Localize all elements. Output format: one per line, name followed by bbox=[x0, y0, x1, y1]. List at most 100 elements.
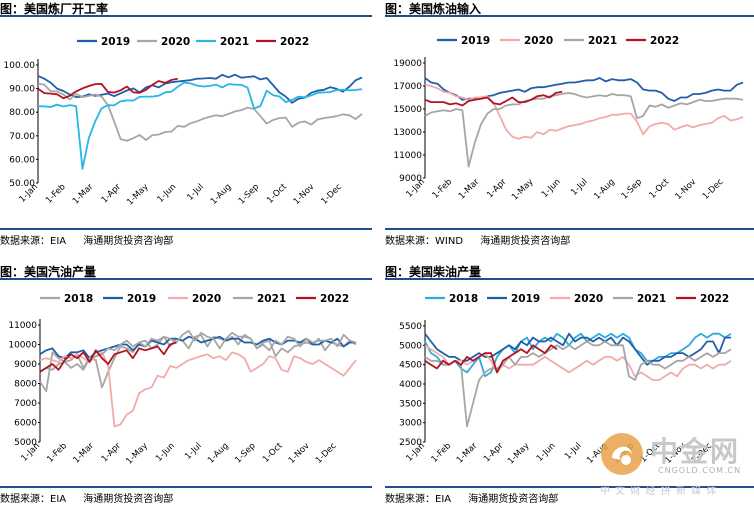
x-tick-label: 1-Aug bbox=[209, 182, 234, 207]
x-tick-label: 1-Mar bbox=[457, 177, 482, 202]
legend-label: 2020 bbox=[524, 35, 553, 47]
y-tick-label: 17000 bbox=[393, 82, 422, 92]
x-tick-label: 1-Jul bbox=[563, 441, 584, 462]
legend-label: 2022 bbox=[280, 36, 309, 48]
legend-label: 2022 bbox=[320, 293, 349, 305]
y-tick-label: 70.00 bbox=[9, 132, 35, 142]
x-tick-label: 1-Nov bbox=[287, 441, 312, 466]
legend-label: 2021 bbox=[637, 293, 666, 305]
source-note: 数据来源：EIA 海通期货投资咨询部 bbox=[0, 232, 187, 247]
x-tick-label: 1-Feb bbox=[44, 182, 68, 206]
legend-label: 2021 bbox=[257, 293, 286, 305]
series-line-2021 bbox=[38, 81, 363, 170]
y-tick-label: 7000 bbox=[14, 399, 37, 409]
company-label: 海通期货投资咨询部 bbox=[480, 236, 571, 247]
x-tick-label: 1-Oct bbox=[265, 182, 289, 206]
x-tick-label: 1-May bbox=[510, 177, 536, 203]
x-tick-label: 1-Jul bbox=[569, 177, 590, 198]
series-line-2021 bbox=[424, 92, 744, 168]
watermark-logo-icon bbox=[601, 433, 643, 475]
y-tick-label: 9000 bbox=[14, 360, 37, 370]
x-tick-label: 1-Apr bbox=[100, 182, 124, 206]
x-tick-label: 1-Dec bbox=[701, 177, 726, 202]
legend-label: 2022 bbox=[700, 293, 729, 305]
series-line-2020 bbox=[37, 82, 363, 142]
y-tick-label: 60.00 bbox=[9, 155, 35, 165]
legend: 2018 2019 2020 2021 2022 bbox=[425, 293, 729, 305]
x-tick-label: 1-Dec bbox=[314, 441, 339, 466]
source-rule bbox=[0, 486, 372, 488]
x-tick-label: 1-Sep bbox=[237, 182, 261, 206]
x-tick-label: 1-Aug bbox=[206, 441, 231, 466]
legend-label: 2020 bbox=[574, 293, 603, 305]
y-tick-label: 4500 bbox=[399, 361, 422, 371]
y-tick-label: 9000 bbox=[399, 174, 422, 184]
legend-label: 2021 bbox=[588, 35, 617, 47]
x-tick-label: 1-Jul bbox=[183, 441, 204, 462]
x-tick-label: 1-Aug bbox=[592, 177, 617, 202]
y-tick-label: 5500 bbox=[399, 322, 422, 332]
x-tick-label: 1-Nov bbox=[292, 182, 317, 207]
x-tick-label: 1-Jun bbox=[535, 441, 558, 464]
series-line-2020 bbox=[39, 351, 357, 428]
x-tick-label: 1-Oct bbox=[261, 441, 285, 465]
y-tick-label: 100.00 bbox=[4, 61, 36, 71]
x-tick-label: 1-Feb bbox=[431, 177, 455, 201]
x-tick-label: 1-Jun bbox=[154, 441, 177, 464]
source-note: 数据来源：EIA 海通期货投资咨询部 bbox=[385, 490, 572, 505]
watermark-name: 中金网 bbox=[650, 435, 741, 468]
y-tick-label: 11000 bbox=[8, 321, 37, 331]
y-tick-label: 15000 bbox=[393, 105, 422, 115]
series-line-2019 bbox=[37, 73, 363, 104]
source-rule bbox=[0, 228, 372, 230]
x-tick-label: 1-Mar bbox=[72, 441, 97, 466]
y-tick-label: 3000 bbox=[399, 419, 422, 429]
watermark-domain: CNGOLD.COM.CN bbox=[658, 466, 742, 475]
y-tick-label: 80.00 bbox=[9, 108, 35, 118]
x-tick-label: 1-Apr bbox=[485, 177, 509, 201]
series-line-2020 bbox=[424, 344, 732, 381]
legend-label: 2018 bbox=[64, 293, 93, 305]
watermark: 中金网 CNGOLD.COM.CN 中 文 财 经 拼 新 媒 体 bbox=[598, 428, 750, 503]
y-tick-label: 5000 bbox=[14, 438, 37, 448]
x-tick-label: 1-Oct bbox=[648, 177, 672, 201]
source-label: 数据来源：EIA bbox=[0, 236, 67, 247]
y-tick-label: 2500 bbox=[399, 438, 422, 448]
chart-title: 图：美国炼油输入 bbox=[385, 2, 482, 16]
y-tick-label: 90.00 bbox=[9, 85, 35, 95]
y-tick-label: 8000 bbox=[14, 380, 37, 390]
source-label: 数据来源：EIA bbox=[385, 494, 452, 505]
watermark-slogan: 中 文 财 经 拼 新 媒 体 bbox=[600, 486, 718, 497]
x-tick-label: 1-Apr bbox=[482, 441, 506, 465]
legend-label: 2019 bbox=[511, 293, 540, 305]
x-tick-label: 1-Feb bbox=[430, 441, 454, 465]
legend-label: 2018 bbox=[449, 293, 478, 305]
y-tick-label: 19000 bbox=[393, 59, 422, 69]
x-tick-label: 1-Feb bbox=[45, 441, 69, 465]
company-label: 海通期货投资咨询部 bbox=[83, 236, 174, 247]
x-tick-label: 1-Mar bbox=[455, 441, 480, 466]
series-line-2019 bbox=[424, 332, 731, 366]
x-tick-label: 1-Apr bbox=[100, 441, 124, 465]
title-rule bbox=[0, 15, 372, 17]
series-line-2022 bbox=[39, 341, 177, 373]
title-rule bbox=[385, 15, 754, 17]
x-tick-label: 1-Jul bbox=[185, 182, 206, 203]
x-tick-label: 1-Dec bbox=[319, 182, 344, 207]
series-line-2021 bbox=[424, 340, 732, 428]
x-tick-label: 1-Mar bbox=[71, 182, 96, 207]
y-tick-label: 4000 bbox=[399, 380, 422, 390]
y-tick-label: 50.00 bbox=[9, 179, 35, 189]
x-tick-label: 1-Nov bbox=[674, 177, 699, 202]
x-tick-label: 1-Jun bbox=[540, 177, 563, 200]
source-rule bbox=[385, 228, 754, 230]
y-tick-label: 6000 bbox=[14, 419, 37, 429]
panel-refinery-utilization: 图：美国炼厂开工率 50.00 60.00 70.00 80.00 90.00 100.0… bbox=[0, 0, 372, 250]
series-line-2021 bbox=[39, 329, 357, 373]
y-tick-label: 11000 bbox=[393, 151, 422, 161]
legend-label: 2019 bbox=[127, 293, 156, 305]
x-tick-label: 1-May bbox=[125, 182, 151, 208]
